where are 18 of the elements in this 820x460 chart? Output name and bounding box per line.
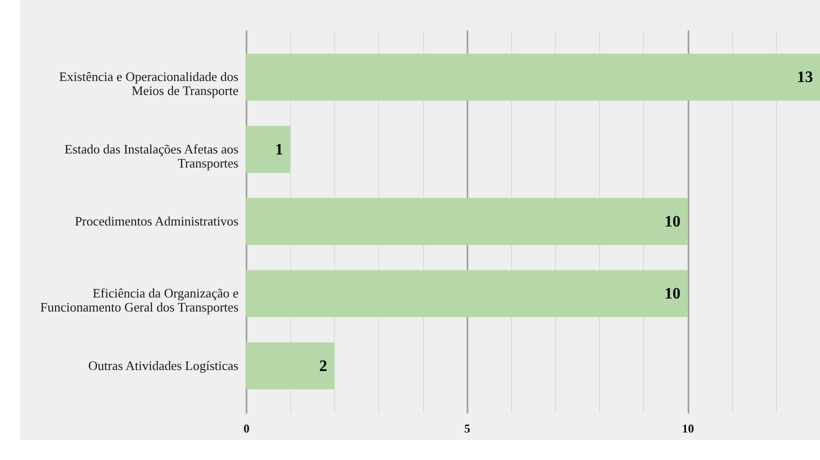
bar xyxy=(246,342,334,390)
y-tick-label: Procedimentos Administrativos xyxy=(74,214,238,228)
x-tick-label: 10 xyxy=(682,422,694,436)
y-tick-label: Eficiência da Organização e Funcionamento Geral dos Transportes xyxy=(40,286,239,315)
data-label: 13 xyxy=(797,69,813,86)
x-tick-label: 0 xyxy=(244,422,250,436)
data-label: 10 xyxy=(664,214,681,230)
y-tick-label: Existência e Operacionalidade dos Meios de Transporte xyxy=(59,69,239,98)
bar xyxy=(246,54,820,101)
x-tick-label: 5 xyxy=(464,422,470,436)
bar xyxy=(246,126,290,173)
bar xyxy=(246,270,688,318)
data-label: 10 xyxy=(664,286,681,303)
y-tick-label: Outras Atividades Logísticas xyxy=(88,358,238,373)
bar xyxy=(246,198,688,245)
y-tick-label: Estado das Instalações Afetas aos Transportes xyxy=(64,141,238,170)
data-label: 1 xyxy=(275,141,284,158)
data-label: 2 xyxy=(319,358,328,375)
